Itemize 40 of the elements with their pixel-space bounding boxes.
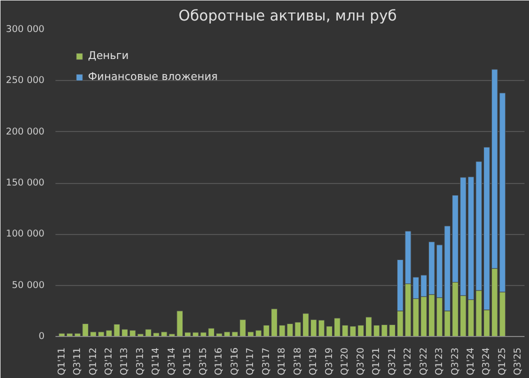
x-tick-label: Q3'11 [72,347,84,376]
x-tick-label: Q3'20 [355,347,366,376]
x-tick-label: Q3'15 [198,347,209,376]
x-tick-label: Q1'11 [56,347,68,376]
x-tick-label: Q1'13 [119,347,130,376]
legend-label: Финансовые вложения [88,70,218,83]
chart-title: Оборотные активы, млн руб [178,8,397,24]
x-tick-label: Q3'12 [104,347,115,376]
x-tick-label: Q3'13 [134,347,146,376]
x-tick-label: Q3'17 [260,347,272,376]
x-tick-label: Q3'24 [481,347,492,376]
x-tick-label: Q3'16 [229,347,240,376]
x-tick-label: Q1'25 [496,347,508,376]
x-tick-label: Q3'25 [512,347,524,376]
x-tick-label: Q1'21 [371,347,382,376]
x-tick-label: Q1'22 [402,347,414,376]
y-tick-label: 150 000 [6,178,45,188]
y-tick-label: 200 000 [6,126,45,138]
x-tick-label: Q3'18 [292,347,304,376]
y-tick-label: 250 000 [6,75,45,86]
x-tick-label: Q1'12 [88,347,99,376]
x-tick-label: Q1'17 [245,347,256,376]
x-tick-label: Q1'15 [182,347,194,376]
x-tick-label: Q1'14 [150,347,162,376]
x-tick-label: Q3'14 [166,347,178,376]
y-tick-label: 0 [38,331,45,342]
x-tick-label: Q1'16 [214,347,225,376]
x-tick-label: Q3'21 [386,347,398,376]
x-tick-label: Q1'18 [276,347,288,376]
x-tick-label: Q1'20 [340,347,351,376]
x-tick-label: Q1'23 [434,347,446,376]
y-tick-label: 100 000 [6,228,45,240]
legend-label: Деньги [88,49,129,62]
x-tick-label: Q3'22 [418,347,430,376]
x-tick-label: Q1'24 [465,347,476,376]
x-tick-label: Q3'19 [324,347,335,376]
x-tick-label: Q1'19 [308,347,320,376]
y-tick-label: 50 000 [12,280,45,291]
y-tick-label: 300 000 [6,24,45,35]
x-tick-label: Q3'23 [450,347,461,376]
